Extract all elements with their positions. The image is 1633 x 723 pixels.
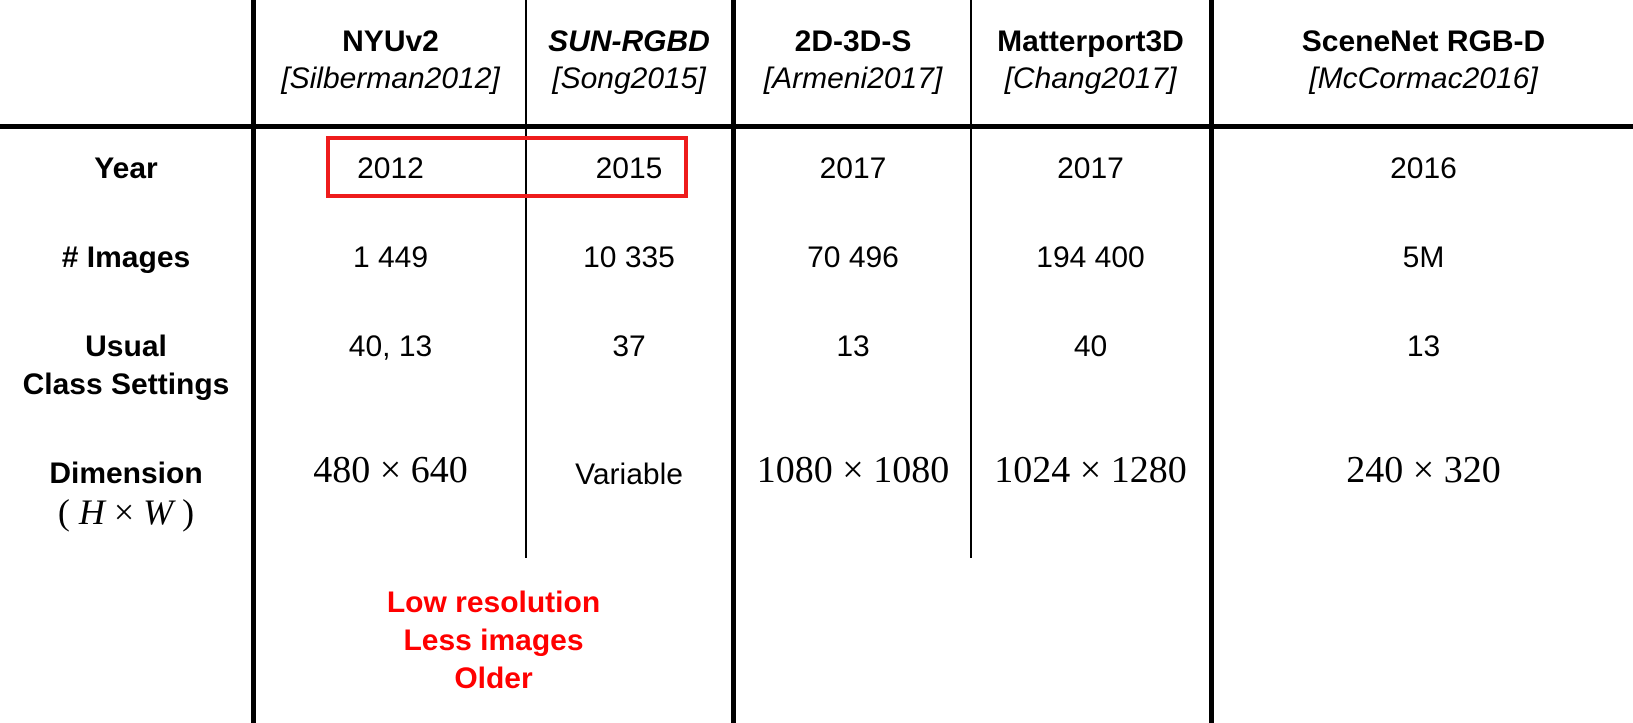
dimension-formula: ( H × W ): [58, 492, 194, 532]
column-header-scenenet-rgb-d: SceneNet RGB-D [McCormac2016]: [1214, 23, 1633, 97]
times-sign: ×: [104, 492, 144, 532]
row-label-line: Dimension: [49, 457, 203, 490]
dim-width: 1280: [1110, 449, 1187, 491]
cell-dimension-2d-3d-s: 1080 × 1080: [736, 451, 970, 489]
dim-height: 240: [1346, 449, 1404, 491]
annotation-line: Older: [454, 662, 533, 695]
vline-nyu-sun: [525, 0, 527, 558]
column-name: SUN-RGBD: [548, 25, 710, 58]
header-divider: [0, 124, 1633, 129]
cell-classes-2d-3d-s: 13: [836, 330, 870, 363]
column-citation: [Chang2017]: [1004, 62, 1177, 95]
column-header-matterport3d: Matterport3D [Chang2017]: [972, 23, 1209, 97]
year-highlight-box: [326, 136, 688, 198]
dim-width: 320: [1443, 449, 1501, 491]
column-citation: [Song2015]: [552, 62, 706, 95]
row-label-year: Year: [94, 152, 158, 185]
times-sign: ×: [379, 449, 402, 491]
cell-year-sun-rgbd: 2015: [595, 152, 663, 185]
cell-classes-sun-rgbd: 37: [612, 330, 646, 363]
column-citation: [McCormac2016]: [1309, 62, 1538, 95]
row-label-line: Usual: [85, 330, 167, 363]
dim-height: 1080: [756, 449, 833, 491]
paren-close: ): [173, 492, 195, 532]
cell-dimension-sun-rgbd: Variable: [575, 458, 683, 491]
times-sign: ×: [1412, 449, 1435, 491]
column-name: Matterport3D: [997, 25, 1184, 58]
var-w: W: [143, 492, 174, 532]
column-header-nyuv2: NYUv2 [Silberman2012]: [256, 23, 525, 97]
row-label-dimension: Dimension ( H × W ): [0, 455, 252, 534]
limitations-annotation: Low resolution Less images Older: [256, 584, 731, 698]
column-citation: [Armeni2017]: [763, 62, 943, 95]
cell-images-2d-3d-s: 70 496: [807, 241, 899, 274]
cell-classes-scenenet: 13: [1406, 330, 1441, 363]
annotation-line: Low resolution: [386, 586, 601, 619]
cell-year-matterport3d: 2017: [1057, 152, 1124, 185]
cell-images-matterport3d: 194 400: [1036, 241, 1145, 274]
cell-dimension-scenenet: 240 × 320: [1214, 451, 1633, 489]
cell-images-nyuv2: 1 449: [352, 241, 429, 274]
column-name: SceneNet RGB-D: [1301, 25, 1546, 58]
vline-sun-2d3ds: [731, 0, 736, 723]
cell-year-scenenet: 2016: [1390, 152, 1457, 185]
vline-matterport-scenenet: [1209, 0, 1214, 723]
column-header-sun-rgbd: SUN-RGBD [Song2015]: [527, 23, 731, 97]
column-name: 2D-3D-S: [794, 25, 912, 58]
row-label-line: Class Settings: [22, 368, 230, 401]
cell-year-nyuv2: 2012: [357, 152, 424, 185]
dim-width: 640: [410, 449, 468, 491]
times-sign: ×: [842, 449, 864, 491]
paren-open: (: [57, 492, 79, 532]
dim-width: 1080: [873, 449, 950, 491]
times-sign: ×: [1079, 449, 1102, 491]
cell-images-sun-rgbd: 10 335: [583, 241, 675, 274]
vline-2d3ds-matterport: [970, 0, 972, 558]
column-citation: [Silberman2012]: [281, 62, 500, 95]
row-label-images: # Images: [61, 241, 191, 274]
cell-classes-matterport3d: 40: [1073, 330, 1108, 363]
annotation-line: Less images: [403, 624, 584, 657]
dim-height: 1024: [994, 449, 1071, 491]
column-header-2d-3d-s: 2D-3D-S [Armeni2017]: [736, 23, 970, 97]
cell-dimension-matterport3d: 1024 × 1280: [972, 451, 1209, 489]
column-name: NYUv2: [342, 25, 439, 58]
dim-height: 480: [313, 449, 371, 491]
cell-dimension-nyuv2: 480 × 640: [256, 451, 525, 489]
cell-images-scenenet: 5M: [1402, 241, 1445, 274]
var-h: H: [78, 492, 105, 532]
vline-label-divider: [251, 0, 256, 723]
cell-year-2d-3d-s: 2017: [819, 152, 887, 185]
row-label-class-settings: Usual Class Settings: [0, 328, 252, 404]
cell-classes-nyuv2: 40, 13: [348, 330, 433, 363]
